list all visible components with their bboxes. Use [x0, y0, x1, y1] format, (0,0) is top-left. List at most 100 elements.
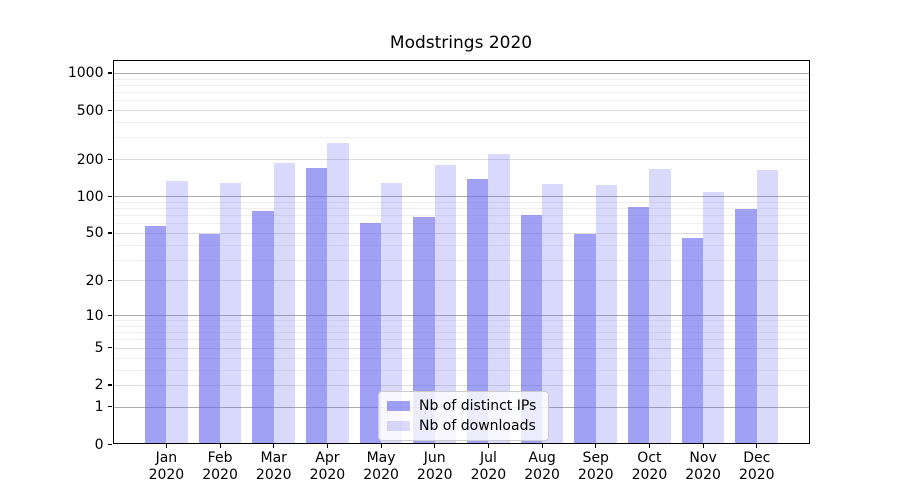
- x-tick-feb: [219, 444, 221, 448]
- y-tick-label-2: 2: [94, 377, 104, 394]
- gridline-900: [113, 78, 809, 80]
- y-tick-1000: [108, 72, 112, 74]
- bar-distinct-ips-apr: [306, 167, 328, 443]
- x-tick-jun: [434, 444, 436, 448]
- gridline-800: [113, 84, 809, 86]
- bar-downloads-dec: [756, 170, 779, 443]
- bar-downloads-oct: [649, 169, 671, 443]
- y-tick-5: [108, 347, 112, 349]
- x-tick-label-jun: Jun 2020: [416, 450, 453, 483]
- legend-row-downloads: Nb of downloads: [387, 418, 536, 434]
- y-tick-label-100: 100: [76, 188, 104, 205]
- y-tick-0: [108, 443, 112, 445]
- legend-row-distinct-ips: Nb of distinct IPs: [387, 398, 536, 414]
- x-tick-jan: [165, 444, 168, 448]
- bar-distinct-ips-feb: [198, 233, 221, 443]
- y-tick-2: [108, 384, 112, 386]
- bar-downloads-mar: [273, 163, 296, 443]
- gridline-6: [113, 339, 809, 341]
- gridline-10: [113, 315, 809, 317]
- bar-downloads-jan: [166, 180, 188, 443]
- x-tick-nov: [702, 444, 704, 448]
- bar-distinct-ips-dec: [735, 208, 757, 443]
- gridline-200: [113, 159, 809, 161]
- y-tick-label-20: 20: [85, 272, 104, 289]
- x-tick-dec: [756, 444, 758, 448]
- gridline-300: [113, 137, 809, 139]
- legend-label-downloads: Nb of downloads: [419, 418, 536, 434]
- bar-distinct-ips-jul: [467, 178, 489, 443]
- x-tick-label-dec: Dec 2020: [738, 450, 775, 483]
- x-tick-label-oct: Oct 2020: [631, 450, 668, 483]
- x-tick-mar: [273, 444, 275, 448]
- gridline-9: [113, 320, 809, 322]
- gridline-2: [113, 384, 809, 386]
- x-tick-label-jul: Jul 2020: [470, 450, 507, 483]
- legend: Nb of distinct IPs Nb of downloads: [378, 391, 550, 441]
- gridline-80: [113, 207, 809, 209]
- gridline-40: [113, 244, 809, 246]
- y-tick-20: [108, 279, 112, 282]
- bar-distinct-ips-sep: [574, 233, 596, 443]
- y-tick-label-500: 500: [76, 102, 104, 119]
- x-tick-label-sep: Sep 2020: [577, 450, 614, 483]
- x-tick-aug: [541, 444, 543, 448]
- y-tick-1: [108, 406, 112, 408]
- legend-swatch-downloads: [387, 421, 410, 431]
- gridline-3: [113, 369, 809, 371]
- x-tick-label-aug: Aug 2020: [524, 450, 560, 483]
- y-tick-label-0: 0: [94, 436, 104, 453]
- y-tick-label-5: 5: [94, 340, 104, 357]
- x-tick-label-mar: Mar 2020: [255, 450, 292, 483]
- gridline-5: [113, 347, 809, 349]
- gridline-30: [113, 259, 809, 261]
- y-tick-label-50: 50: [85, 225, 104, 242]
- gridline-90: [113, 201, 809, 203]
- bar-distinct-ips-nov: [681, 238, 704, 443]
- gridline-600: [113, 100, 809, 102]
- y-tick-label-1: 1: [94, 399, 104, 416]
- x-tick-label-apr: Apr 2020: [309, 450, 346, 483]
- y-tick-200: [108, 158, 112, 160]
- x-tick-label-nov: Nov 2020: [685, 450, 721, 483]
- x-tick-oct: [648, 444, 651, 448]
- bar-downloads-sep: [595, 185, 618, 443]
- y-tick-100: [108, 195, 112, 197]
- gridline-4: [113, 357, 809, 359]
- y-tick-label-200: 200: [76, 151, 104, 168]
- legend-swatch-distinct-ips: [387, 401, 410, 411]
- gridline-70: [113, 215, 809, 217]
- gridline-50: [113, 232, 809, 234]
- bar-downloads-apr: [327, 142, 349, 443]
- gridline-8: [113, 325, 809, 327]
- gridline-700: [113, 92, 809, 94]
- bar-distinct-ips-may: [359, 223, 382, 443]
- gridline-500: [113, 110, 809, 112]
- bar-downloads-feb: [220, 183, 242, 443]
- bar-distinct-ips-jan: [145, 225, 167, 443]
- x-tick-jul: [487, 444, 490, 448]
- x-tick-label-jan: Jan 2020: [148, 450, 185, 483]
- plot-area: [112, 59, 810, 444]
- bar-distinct-ips-mar: [252, 211, 274, 443]
- bar-distinct-ips-aug: [520, 215, 543, 443]
- gridline-7: [113, 332, 809, 334]
- bar-distinct-ips-jun: [413, 217, 435, 443]
- bar-downloads-jun: [434, 164, 457, 443]
- x-tick-label-feb: Feb 2020: [202, 450, 238, 483]
- bar-distinct-ips-oct: [628, 207, 650, 443]
- gridline-1000: [113, 72, 809, 74]
- gridline-60: [113, 223, 809, 225]
- x-tick-may: [380, 444, 382, 448]
- legend-label-distinct-ips: Nb of distinct IPs: [419, 398, 537, 414]
- y-tick-10: [108, 314, 112, 316]
- bar-downloads-aug: [542, 184, 564, 443]
- bar-downloads-nov: [703, 192, 725, 443]
- y-tick-label-1000: 1000: [67, 65, 104, 82]
- gridline-20: [113, 280, 809, 282]
- gridline-100: [113, 196, 809, 198]
- y-tick-label-10: 10: [85, 307, 104, 324]
- x-tick-apr: [326, 444, 329, 448]
- chart-title: Modstrings 2020: [389, 33, 533, 53]
